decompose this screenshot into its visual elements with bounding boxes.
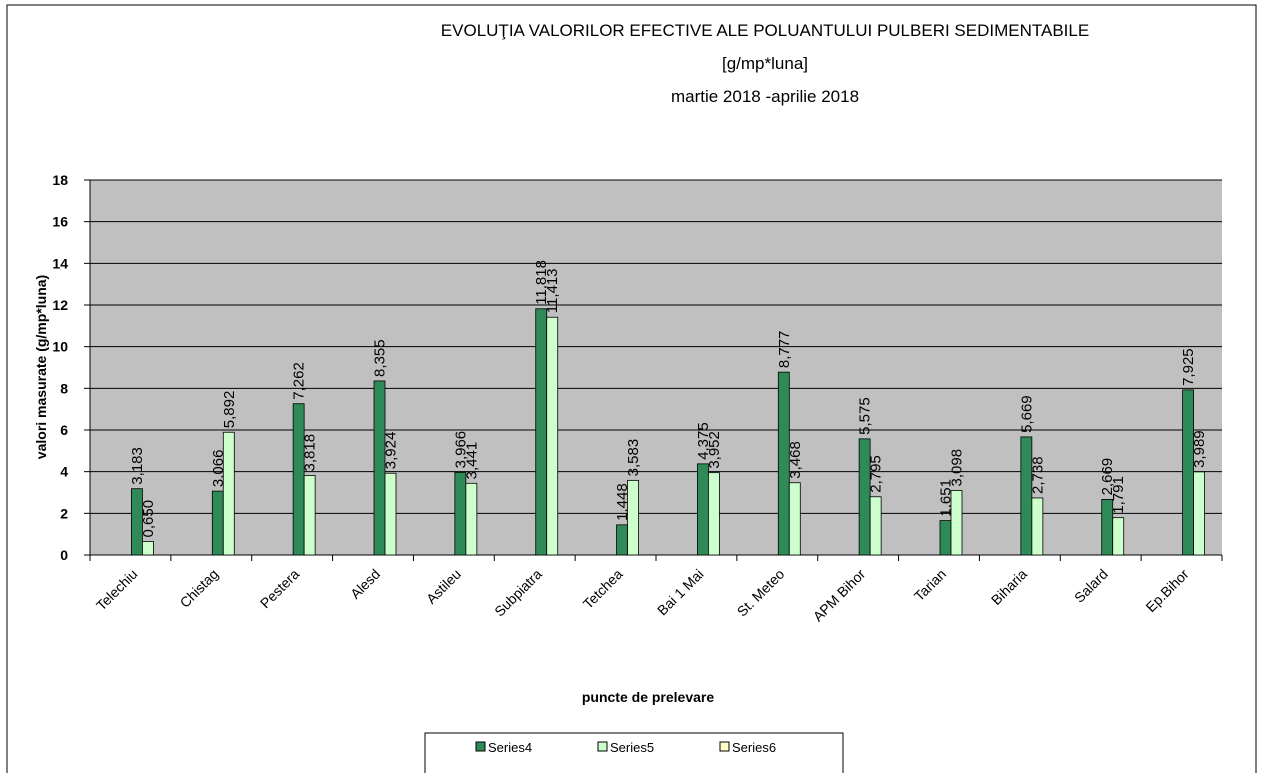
bar (211, 490, 224, 556)
legend-swatch (475, 741, 486, 752)
legend-label: Series5 (610, 740, 654, 755)
value-label: 3,441 (463, 442, 480, 480)
y-tick-label: 4 (60, 464, 68, 480)
bar (616, 524, 628, 556)
value-label: 3,583 (625, 439, 642, 477)
bar (454, 471, 467, 556)
bar (869, 496, 882, 556)
value-label: 3,066 (210, 450, 227, 488)
value-label: 3,183 (129, 447, 146, 485)
value-label: 8,355 (372, 339, 389, 377)
chart-title: [g/mp*luna] (722, 54, 808, 73)
value-label: 0,650 (140, 500, 157, 538)
bar (777, 371, 790, 556)
value-label: 4,375 (695, 422, 712, 460)
y-tick-label: 18 (52, 172, 68, 188)
bar (142, 541, 154, 556)
y-tick-label: 16 (52, 214, 68, 230)
bar (939, 520, 952, 556)
value-label: 3,966 (452, 431, 469, 469)
legend-swatch (719, 741, 730, 752)
bar (708, 472, 720, 556)
bar (373, 380, 386, 556)
chart-title: martie 2018 -aprilie 2018 (671, 87, 859, 106)
value-label: 3,952 (706, 431, 723, 469)
value-label: 3,468 (787, 441, 804, 479)
plot-area (90, 180, 1222, 555)
value-label: 3,098 (949, 449, 966, 487)
bar (1193, 471, 1205, 556)
value-label: 8,777 (776, 331, 793, 369)
value-label: 1,651 (938, 479, 955, 517)
bar (788, 482, 801, 556)
value-label: 5,575 (857, 397, 874, 435)
y-tick-label: 12 (52, 297, 68, 313)
value-label: 5,669 (1018, 395, 1035, 433)
bar (535, 308, 548, 556)
value-label: 1,448 (614, 483, 631, 521)
value-label: 3,818 (302, 434, 319, 472)
bar (950, 490, 963, 556)
value-label: 3,924 (383, 432, 400, 470)
value-label: 11,818 (533, 260, 550, 305)
value-label: 3,989 (1191, 430, 1208, 468)
chart-title: EVOLUŢIA VALORILOR EFECTIVE ALE POLUANTU… (441, 21, 1089, 40)
bar (222, 431, 235, 556)
value-label: 11,413 (544, 268, 561, 313)
y-tick-label: 0 (60, 547, 68, 563)
value-label: 2,738 (1029, 456, 1046, 494)
value-label: 2,795 (868, 455, 885, 493)
bar (1020, 436, 1033, 556)
x-axis-title: puncte de prelevare (582, 689, 714, 705)
value-label: 7,262 (291, 362, 308, 400)
bar (627, 479, 639, 556)
bar (1182, 389, 1194, 556)
bar (546, 316, 559, 556)
bar (131, 488, 143, 556)
legend-label: Series4 (488, 740, 532, 755)
legend-swatch (597, 741, 608, 752)
legend-label: Series6 (732, 740, 776, 755)
y-tick-label: 6 (60, 422, 68, 438)
bar (465, 482, 478, 556)
bar (292, 403, 305, 556)
y-tick-label: 2 (60, 505, 68, 521)
y-tick-label: 14 (52, 255, 68, 271)
legend-box (424, 732, 844, 773)
bar (1031, 497, 1044, 556)
value-label: 7,925 (1180, 348, 1197, 386)
bar (384, 472, 397, 556)
bar (1112, 517, 1125, 556)
y-tick-label: 10 (52, 339, 68, 355)
value-label: 5,892 (221, 391, 238, 429)
y-tick-label: 8 (60, 380, 68, 396)
y-axis-title: valori masurate (g/mp*luna) (33, 275, 49, 459)
value-label: 2,669 (1099, 458, 1116, 496)
bar (303, 475, 316, 556)
bar (697, 463, 709, 556)
value-label: 1,791 (1110, 476, 1127, 514)
